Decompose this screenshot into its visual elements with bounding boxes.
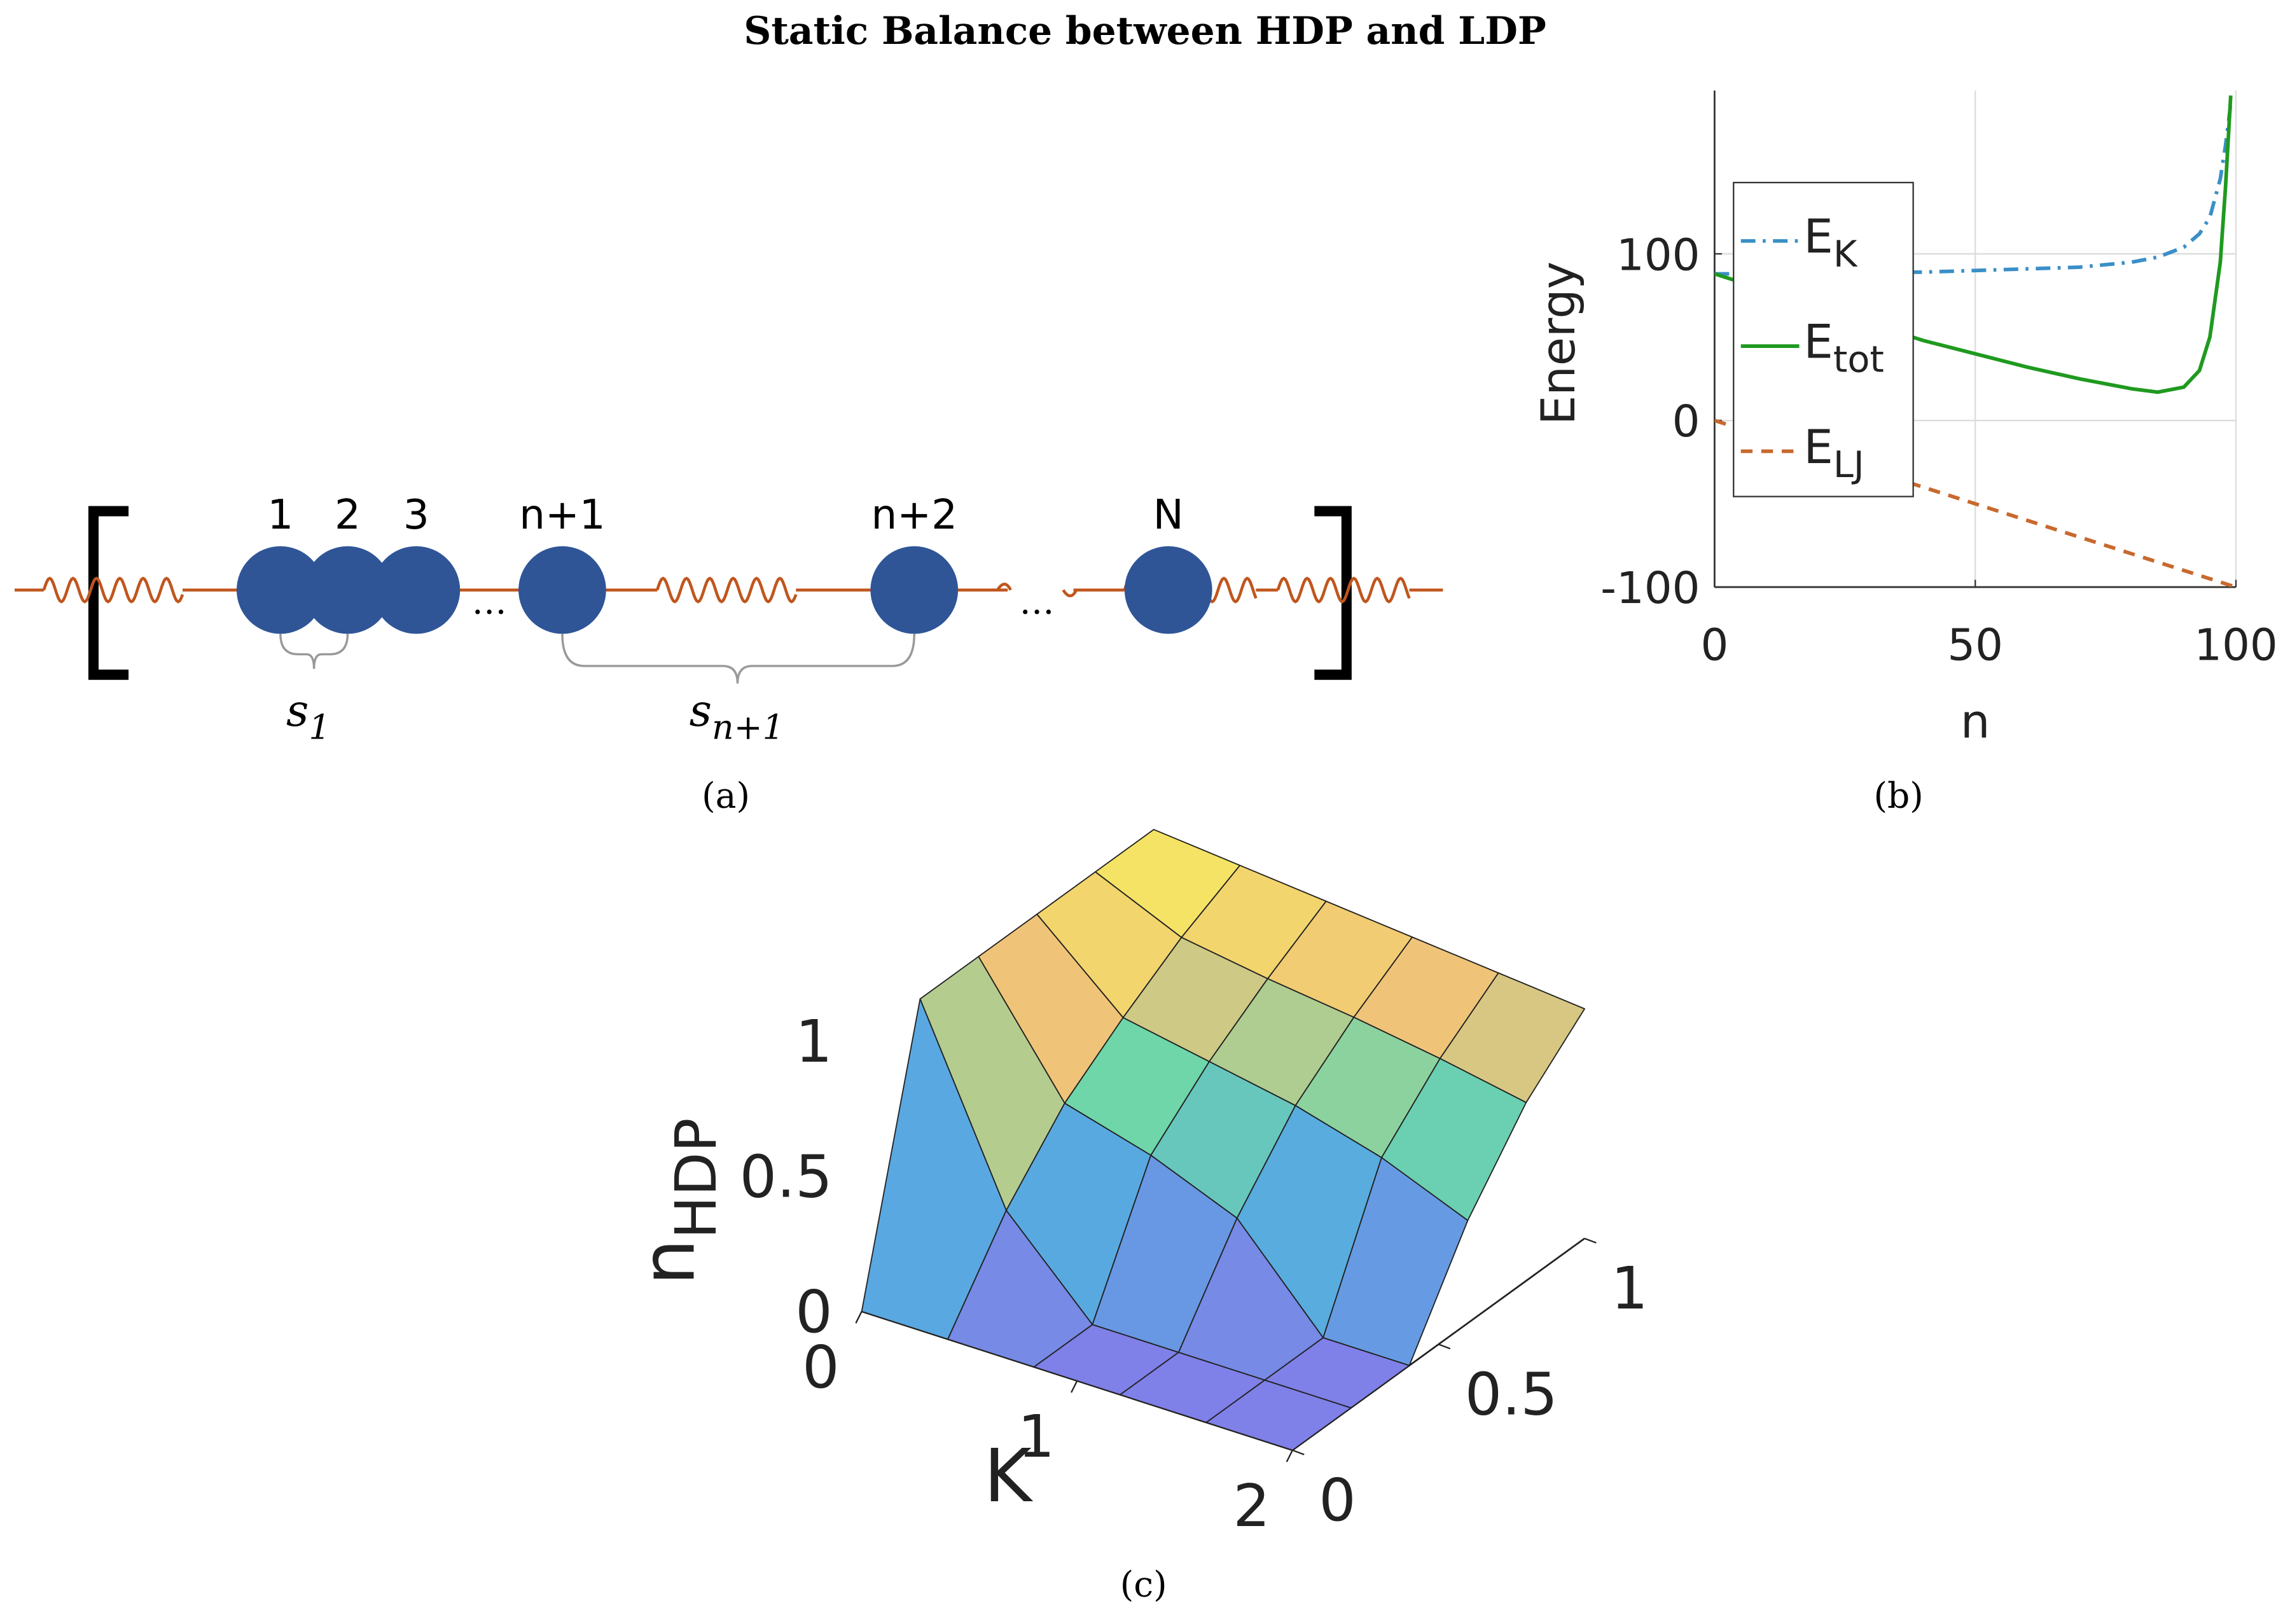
- legend-label-main: E: [1803, 420, 1833, 475]
- figure-title: Static Balance between HDP and LDP: [744, 9, 1546, 53]
- z-tick-label: 1: [795, 1008, 832, 1076]
- y-axis-label: Energy: [1532, 261, 1586, 425]
- y-tick: [1292, 1449, 1305, 1455]
- spring: [42, 576, 184, 604]
- gap-label-sub: 1: [309, 707, 330, 747]
- x-tick-label: 1: [1018, 1403, 1055, 1471]
- legend-label-sub: tot: [1833, 338, 1884, 381]
- gap-label-sub: n+1: [712, 707, 784, 747]
- legend-box: [1733, 181, 1914, 497]
- particle: [1124, 546, 1212, 634]
- particle-label: 3: [403, 491, 429, 539]
- particle-label: n+2: [871, 491, 957, 539]
- z-axis-label-main: n: [627, 1239, 712, 1286]
- x-tick-label: 0: [802, 1333, 839, 1401]
- particle: [372, 546, 461, 634]
- right-bracket: [1314, 506, 1352, 680]
- legend-label-sub: K: [1833, 233, 1858, 275]
- particle-label: n+1: [519, 491, 605, 539]
- legend-label: EK: [1803, 210, 1857, 275]
- particle-label: N: [1153, 491, 1184, 539]
- y-tick-label: -100: [1600, 563, 1700, 614]
- spring: [1276, 576, 1411, 604]
- spring-break: [996, 583, 1078, 597]
- x-tick: [1286, 1450, 1293, 1462]
- y-tick: [1584, 1237, 1597, 1244]
- caption: (b): [1874, 775, 1924, 816]
- brace: [279, 634, 349, 669]
- gap-label-main: s: [286, 686, 309, 737]
- spring: [655, 576, 798, 604]
- gap-label: s1: [286, 686, 331, 747]
- brace: [561, 634, 915, 684]
- left-bracket: [88, 506, 129, 680]
- z-tick-label: 0.5: [740, 1142, 833, 1211]
- y-tick-label: 0.5: [1465, 1361, 1558, 1429]
- x-tick-label: 100: [2194, 620, 2277, 671]
- z-axis-label: nHDP: [627, 1118, 730, 1285]
- ellipsis: …: [1020, 581, 1055, 621]
- surface-patch: [1205, 1379, 1352, 1451]
- ellipsis: …: [472, 581, 507, 621]
- particle-label: 1: [267, 491, 293, 539]
- legend-label: ELJ: [1803, 420, 1864, 486]
- y-tick-label: 100: [1616, 230, 1700, 281]
- z-axis-label-sub: HDP: [663, 1118, 730, 1239]
- particle: [518, 546, 606, 634]
- particle: [870, 546, 959, 634]
- legend-label-main: E: [1803, 210, 1833, 264]
- caption: (a): [702, 775, 750, 816]
- gap-label: sn+1: [690, 686, 784, 747]
- legend-label-sub: LJ: [1833, 443, 1864, 486]
- x-tick: [855, 1311, 863, 1324]
- x-tick-label: 50: [1947, 620, 2003, 671]
- x-axis-label: K: [984, 1434, 1034, 1519]
- particle: [236, 546, 324, 634]
- legend-label-main: E: [1803, 315, 1833, 369]
- legend-label: Etot: [1803, 315, 1884, 380]
- x-axis-label: n: [1960, 695, 1990, 749]
- x-tick: [1071, 1380, 1078, 1393]
- x-tick-label: 2: [1233, 1472, 1270, 1540]
- y-tick-label: 0: [1672, 396, 1700, 447]
- particle: [303, 546, 392, 634]
- y-tick-label: 1: [1611, 1254, 1648, 1322]
- x-tick-label: 0: [1700, 620, 1728, 671]
- gap-label-main: s: [690, 686, 712, 737]
- z-tick-label: 0: [795, 1278, 832, 1346]
- y-tick-label: 0: [1319, 1466, 1356, 1534]
- y-tick: [1438, 1343, 1451, 1350]
- particle-label: 2: [335, 491, 361, 539]
- caption: (c): [1120, 1564, 1167, 1604]
